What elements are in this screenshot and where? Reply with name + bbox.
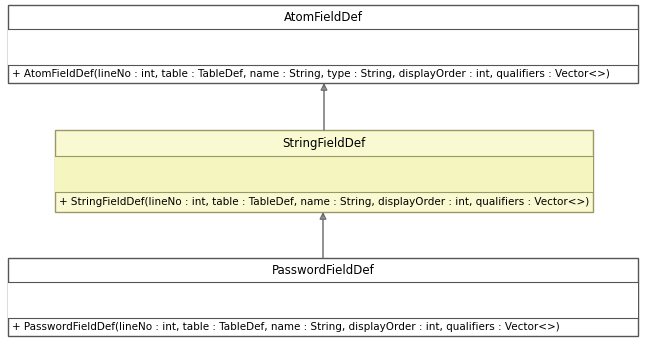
Text: PasswordFieldDef: PasswordFieldDef (272, 263, 375, 277)
Bar (55, 156, 593, 192)
Text: + AtomFieldDef(lineNo : int, table : TableDef, name : String, type : String, dis: + AtomFieldDef(lineNo : int, table : Tab… (12, 69, 610, 79)
Text: + PasswordFieldDef(lineNo : int, table : TableDef, name : String, displayOrder :: + PasswordFieldDef(lineNo : int, table :… (12, 322, 560, 332)
Bar (8, 258, 638, 336)
Text: AtomFieldDef: AtomFieldDef (284, 10, 362, 24)
Bar (8, 5, 638, 83)
Bar (8, 282, 638, 318)
Text: + StringFieldDef(lineNo : int, table : TableDef, name : String, displayOrder : i: + StringFieldDef(lineNo : int, table : T… (59, 197, 589, 207)
Bar (8, 29, 638, 65)
Bar (55, 130, 593, 212)
Text: StringFieldDef: StringFieldDef (283, 136, 365, 150)
